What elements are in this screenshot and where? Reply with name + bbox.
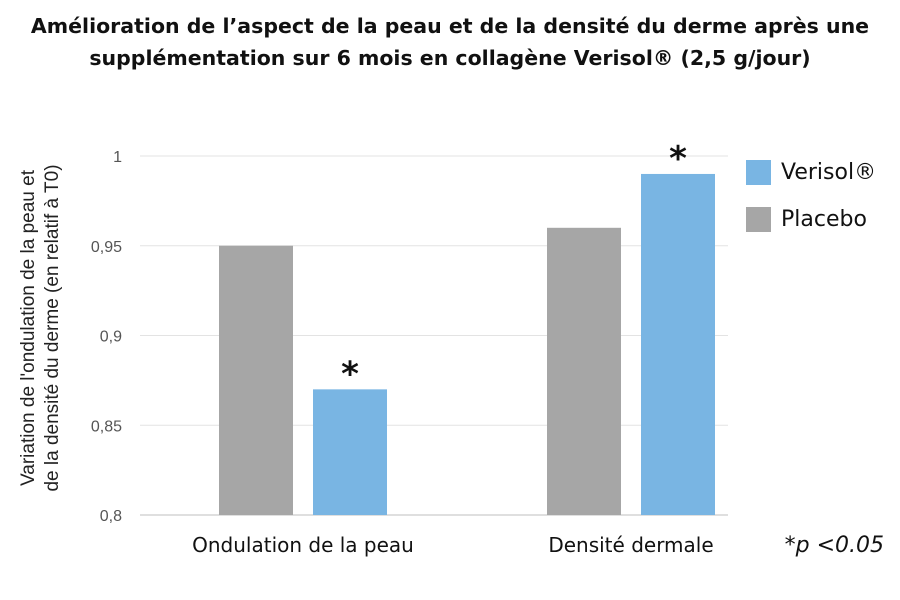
chart-title: Amélioration de l’aspect de la peau et d… xyxy=(0,10,900,74)
x-category-label: Ondulation de la peau xyxy=(192,533,414,557)
legend-item-verisol: Verisol® xyxy=(746,160,876,185)
y-tick-label: 0,9 xyxy=(100,329,122,346)
y-tick-label: 0,95 xyxy=(91,239,122,256)
legend-swatch-verisol xyxy=(746,160,771,185)
bar-placebo-0 xyxy=(219,245,293,515)
significance-star: * xyxy=(341,354,359,394)
x-category-label: Densité dermale xyxy=(548,533,713,557)
bar-placebo-1 xyxy=(547,227,621,516)
legend-label-placebo: Placebo xyxy=(781,207,867,232)
chart-title-line1: Amélioration de l’aspect de la peau et d… xyxy=(30,14,870,38)
bar-verisol-1 xyxy=(641,173,715,515)
bar-verisol-0 xyxy=(313,389,387,515)
legend-label-verisol: Verisol® xyxy=(781,160,877,185)
chart-title-line2: supplémentation sur 6 mois en collagène … xyxy=(89,46,811,70)
legend-swatch-placebo xyxy=(746,207,771,232)
significance-star: * xyxy=(669,139,687,179)
significance-footnote: *p <0.05 xyxy=(784,533,884,558)
legend-item-placebo: Placebo xyxy=(746,207,867,232)
y-tick-label: 0,8 xyxy=(100,508,122,525)
y-tick-label: 0,85 xyxy=(91,418,122,435)
y-tick-label: 1 xyxy=(113,149,122,166)
